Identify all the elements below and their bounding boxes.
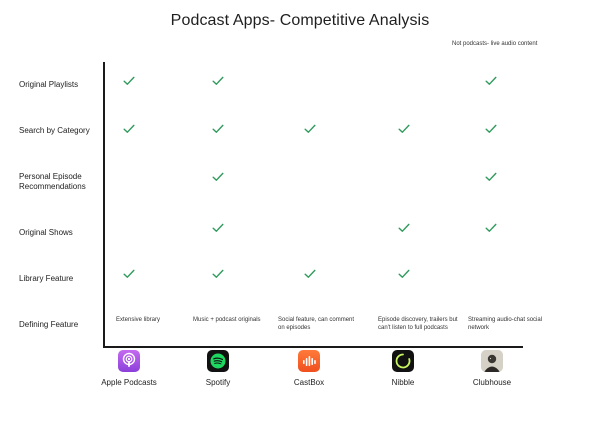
row-label-original-shows: Original Shows [19,228,73,237]
apple-podcasts-icon [118,350,140,372]
check-icon [398,223,410,233]
app-name-spotify: Spotify [205,378,231,387]
defining-castbox: Social feature, can comment on episodes [278,317,355,331]
app-castbox: CastBox [259,350,359,387]
check-icon [485,172,497,182]
check-icon [485,124,497,134]
check-icon [123,76,135,86]
app-clubhouse: Clubhouse [442,350,542,387]
app-nibble: Nibble [353,350,453,387]
row-label-search-by-category: Search by Category [19,126,90,135]
app-apple-podcasts: Apple Podcasts [79,350,179,387]
app-name-nibble: Nibble [391,378,415,387]
spotify-icon [207,350,229,372]
row-label-library-feature: Library Feature [19,274,74,283]
check-icon [212,124,224,134]
app-name-apple-podcasts: Apple Podcasts [101,378,157,387]
defining-spotify: Music + podcast originals [193,317,261,323]
app-spotify: Spotify [168,350,268,387]
vertical-axis [103,62,105,348]
check-icon [485,76,497,86]
check-icon [304,269,316,279]
app-name-castbox: CastBox [293,378,325,387]
check-icon [398,124,410,134]
check-icon [398,269,410,279]
check-icon [123,269,135,279]
check-icon [212,223,224,233]
defining-clubhouse: Streaming audio-chat social network [468,317,543,331]
castbox-icon [298,350,320,372]
clubhouse-note: Not podcasts- live audio content [452,41,538,47]
check-icon [485,223,497,233]
horizontal-axis [103,346,523,348]
defining-nibble: Episode discovery, trailers but can't li… [378,317,458,331]
clubhouse-icon [481,350,503,372]
check-icon [212,172,224,182]
page-title: Podcast Apps- Competitive Analysis [170,12,430,29]
check-icon [212,269,224,279]
row-label-original-playlists: Original Playlists [19,80,79,89]
nibble-icon [392,350,414,372]
defining-apple-podcasts: Extensive library [116,317,161,323]
check-icon [123,124,135,134]
app-name-clubhouse: Clubhouse [472,378,512,387]
check-icon [304,124,316,134]
row-label-defining-feature: Defining Feature [19,320,79,329]
check-icon [212,76,224,86]
row-label-personal-recommendations: Personal Episode Recommendations [19,172,86,191]
